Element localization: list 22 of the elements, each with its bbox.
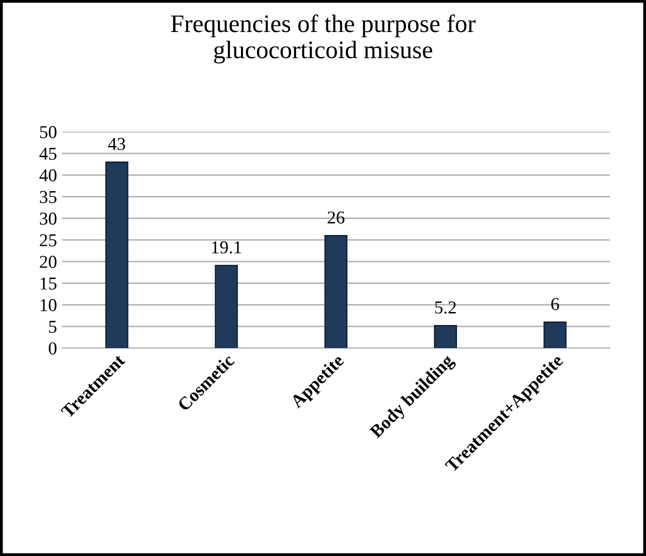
data-label: 26 <box>328 211 344 224</box>
data-label: 5.2 <box>435 301 456 314</box>
y-tick-label: 50 <box>40 126 56 138</box>
data-label: 43 <box>108 138 126 150</box>
y-tick-label: 25 <box>40 234 56 246</box>
bar <box>105 161 128 348</box>
bar <box>324 235 348 348</box>
chart-title: Frequencies of the purpose for glucocorticoid misuse <box>170 14 476 64</box>
y-tick-label: 20 <box>40 256 56 268</box>
bar <box>434 325 457 348</box>
y-tick-label: 0 <box>48 342 56 354</box>
y-tick-label: 15 <box>40 278 56 290</box>
y-tick-label: 45 <box>39 148 56 160</box>
y-tick-label: 10 <box>40 299 56 312</box>
data-label: 6 <box>551 298 560 310</box>
y-tick-label: 35 <box>40 190 56 204</box>
y-tick-label: 40 <box>39 169 56 182</box>
y-tick-label: 5 <box>49 320 56 333</box>
bar <box>214 264 238 348</box>
bar <box>544 322 567 348</box>
data-label: 19.1 <box>212 241 242 254</box>
y-tick-label: 30 <box>40 212 56 225</box>
